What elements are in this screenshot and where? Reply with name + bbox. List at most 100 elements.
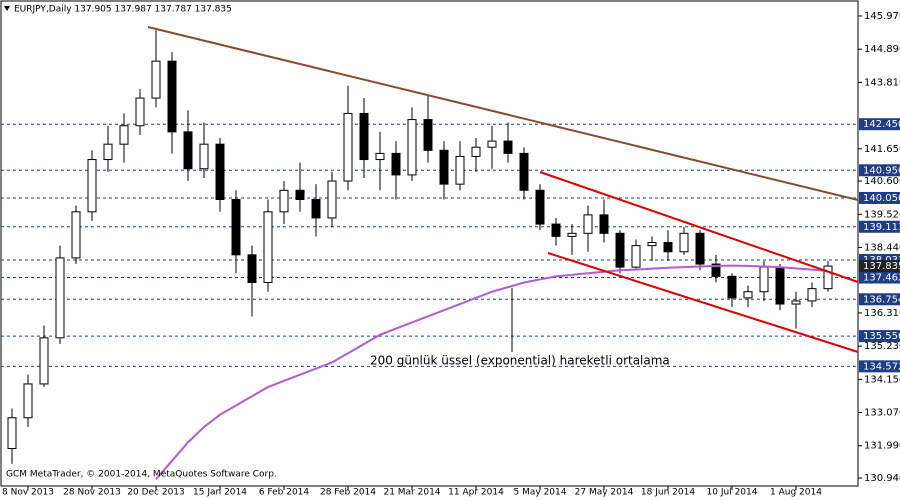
- candle-body: [679, 232, 689, 253]
- candle-body: [407, 119, 417, 176]
- channel-upper: [539, 171, 859, 283]
- candle-body: [103, 143, 113, 161]
- level-box: [859, 220, 900, 233]
- level-box: [859, 164, 900, 177]
- level-label: 140.950: [863, 165, 900, 176]
- candle-body: [807, 288, 817, 302]
- candle-body: [775, 266, 785, 305]
- candle-body: [199, 143, 209, 170]
- plot-frame: [0, 0, 859, 487]
- candle-body: [583, 214, 593, 234]
- level-box: [859, 330, 900, 343]
- x-tick-label: 27 May 2014: [575, 488, 634, 498]
- candle-body: [647, 242, 657, 247]
- y-tick-label: 131.990: [864, 441, 900, 452]
- candle-body: [631, 245, 641, 268]
- x-tick-label: 28 Nov 2013: [63, 488, 121, 498]
- candle-body: [567, 232, 577, 237]
- candle-body: [551, 223, 561, 237]
- channel-lower: [547, 252, 859, 353]
- y-tick-label: 130.940: [864, 473, 900, 484]
- candle-body: [7, 417, 17, 449]
- candle-body: [487, 140, 497, 148]
- candle-body: [295, 189, 305, 201]
- candle-body: [375, 152, 385, 161]
- candle-body: [695, 232, 705, 265]
- candle-body: [71, 211, 81, 259]
- level-box: [859, 271, 900, 284]
- candle-body: [263, 211, 273, 284]
- y-tick-label: 133.070: [864, 408, 900, 419]
- level-box: [859, 191, 900, 204]
- y-tick-label: 135.230: [864, 341, 900, 352]
- y-tick-label: 141.650: [864, 144, 900, 155]
- level-label: 135.556: [863, 331, 900, 342]
- candle-body: [119, 125, 129, 145]
- level-label: 139.113: [863, 222, 900, 233]
- level-box: [859, 360, 900, 373]
- candle-body: [359, 112, 369, 161]
- y-tick-label: 136.310: [864, 308, 900, 319]
- current-price-box: [859, 260, 900, 273]
- candle-body: [727, 275, 737, 299]
- candle-body: [455, 155, 465, 185]
- x-tick-label: 11 Apr 2014: [448, 488, 504, 498]
- plot-layer: [1, 30, 858, 480]
- candle-body: [391, 152, 401, 176]
- candle-body: [615, 232, 625, 268]
- x-tick-label: 8 Nov 2013: [2, 488, 54, 498]
- level-box: [859, 293, 900, 306]
- candle-body: [711, 263, 721, 277]
- candle-body: [759, 266, 769, 293]
- candle-body: [535, 189, 545, 225]
- candle-body: [791, 300, 801, 305]
- candle-body: [167, 60, 177, 133]
- level-label: 137.462: [863, 273, 900, 284]
- candle-body: [743, 291, 753, 299]
- candle-body: [231, 199, 241, 256]
- y-tick-label: 134.150: [864, 374, 900, 385]
- current-price-label: 137.835: [863, 261, 900, 272]
- level-label: 136.754: [863, 294, 900, 305]
- candle-body: [151, 60, 161, 99]
- x-tick-label: 28 Feb 2014: [320, 488, 376, 498]
- y-tick-label: 140.600: [864, 176, 900, 187]
- level-label: 140.050: [863, 193, 900, 204]
- x-tick-label: 5 May 2014: [514, 488, 567, 498]
- source: GCM MetaTrader, © 2001-2014, MetaQuotes …: [6, 470, 277, 480]
- candle-body: [135, 97, 145, 127]
- candle-body: [343, 112, 353, 182]
- y-tick-label: 139.520: [864, 209, 900, 220]
- candle-body: [471, 146, 481, 157]
- candle-body: [439, 149, 449, 185]
- candle-body: [599, 214, 609, 234]
- candle-body: [87, 159, 97, 213]
- candle-body: [55, 257, 65, 339]
- candle-body: [183, 131, 193, 170]
- candle-body: [39, 337, 49, 385]
- candle-body: [503, 140, 513, 154]
- title-arrow: [4, 6, 10, 11]
- candle-body: [311, 199, 321, 219]
- candle-body: [519, 152, 529, 191]
- x-tick-label: 18 Jun 2014: [641, 488, 695, 498]
- y-tick-label: 145.970: [864, 11, 900, 22]
- candle-body: [663, 242, 673, 253]
- level-label: 134.572: [863, 361, 900, 372]
- x-tick-label: 1 Aug 2014: [770, 488, 822, 498]
- moving-average: [155, 264, 829, 480]
- candle-body: [23, 383, 33, 419]
- candle-body: [215, 143, 225, 201]
- chart-title: EURJPY,Daily 137.905 137.987 137.787 137…: [14, 5, 232, 15]
- candle-body: [823, 265, 833, 290]
- level-box: [859, 118, 900, 131]
- y-tick-label: 138.440: [864, 242, 900, 253]
- y-tick-label: 144.890: [864, 44, 900, 55]
- x-tick-label: 15 Jan 2014: [193, 488, 247, 498]
- x-tick-label: 20 Dec 2013: [127, 488, 185, 498]
- x-tick-label: 21 Mar 2014: [383, 488, 440, 498]
- annotation: 200 günlük üssel (exponential) hareketli…: [370, 354, 670, 368]
- x-tick-label: 6 Feb 2014: [259, 488, 310, 498]
- y-tick-label: 143.810: [864, 77, 900, 88]
